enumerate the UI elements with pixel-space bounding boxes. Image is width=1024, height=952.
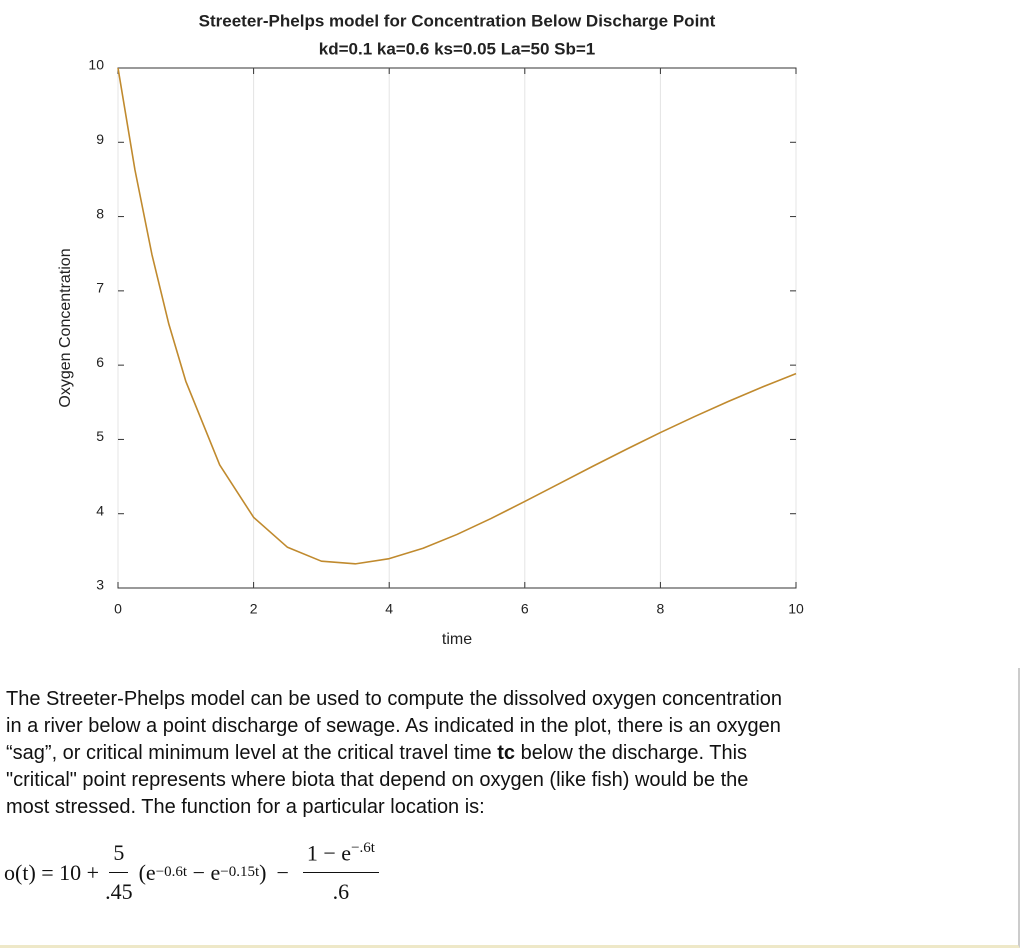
x-tick-label: 6 [521,601,529,617]
text-frame [0,668,1020,948]
exponent: −0.15t [220,864,260,881]
x-tick-label: 8 [657,601,665,617]
fraction: 5.45 [105,840,133,905]
y-axis-label: Oxygen Concentration [57,248,74,407]
text-line: “sag”, or critical minimum level at the … [6,740,782,767]
x-tick-label: 10 [788,601,804,617]
text: below the discharge. This [515,742,748,764]
y-tick-label: 3 [96,577,104,593]
denominator: .6 [332,879,350,905]
chart-title: Streeter-Phelps model for Concentration … [199,11,716,30]
line-series [117,67,797,565]
formula-part: (e [138,859,156,885]
y-tick-label: 9 [96,131,104,147]
fraction: 1 − e−.6t .6 [302,840,379,905]
formula-part: ) [259,859,267,885]
formula-part: 1 − e [306,840,352,866]
exponent: −0.6t [155,864,188,881]
paragraph: The Streeter-Phelps model can be used to… [6,686,782,821]
text-line: The Streeter-Phelps model can be used to… [6,688,783,710]
x-tick-label: 4 [385,601,393,617]
y-tick-label: 8 [96,205,104,221]
numerator: 5 [109,840,129,874]
y-tick-label: 10 [88,57,104,73]
text: “sag”, or critical minimum level at the … [6,742,498,764]
x-tick-label: 2 [250,601,258,617]
numerator: 1 − e−.6t [302,840,379,874]
y-tick-label: 5 [96,428,104,444]
formula-part: − [276,859,289,885]
formula: o(t) = 10 + 5.45 (e −0.6t − e −0.15t ) − 1… [4,840,385,905]
y-tick-label: 6 [96,354,104,370]
text-line: most stressed. The function for a partic… [6,796,485,818]
y-tick-label: 4 [96,502,104,518]
denominator: .45 [105,879,133,905]
formula-part: − e [187,859,221,885]
text-line: in a river below a point discharge of se… [6,715,781,737]
x-axis-label: time [442,631,472,648]
formula-part: o(t) = 10 + [4,859,100,885]
bold-text: tc [497,742,516,764]
text-line: "critical" point represents where biota … [6,769,749,791]
chart: Streeter-Phelps model for Concentration … [57,11,804,648]
exponent: −.6t [351,840,375,856]
x-tick-label: 0 [114,601,122,617]
chart-subtitle: kd=0.1 ka=0.6 ks=0.05 La=50 Sb=1 [319,39,595,58]
plot-frame [117,67,797,589]
y-tick-label: 7 [96,280,104,296]
